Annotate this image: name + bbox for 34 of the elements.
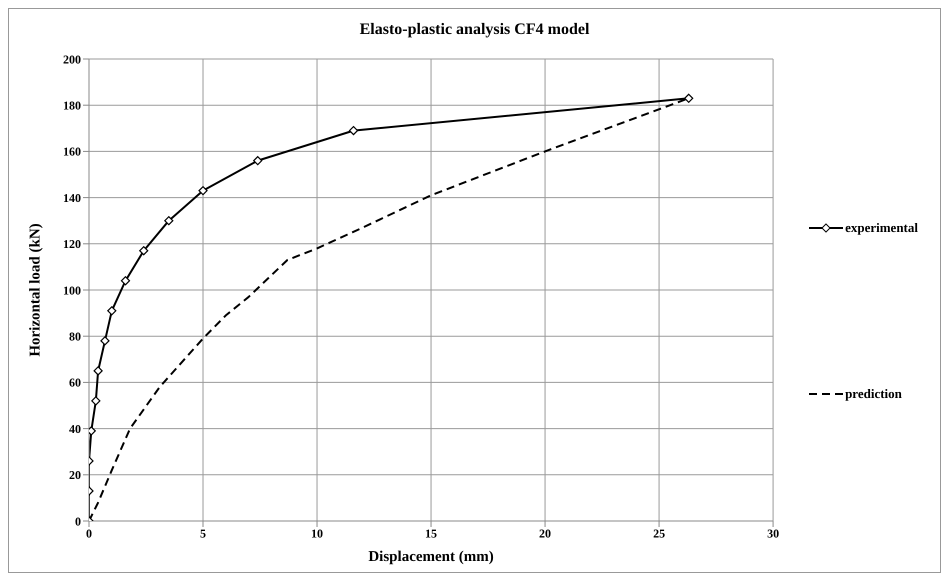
legend-label: prediction (845, 386, 902, 402)
point (198, 186, 208, 196)
y-tick-label: 160 (63, 144, 81, 159)
point (684, 94, 694, 103)
point (120, 276, 130, 286)
x-tick-label: 5 (200, 526, 206, 541)
x-tick-label: 10 (311, 526, 324, 541)
point (107, 306, 116, 316)
y-tick-label: 200 (63, 52, 81, 66)
y-tick-label: 0 (75, 514, 81, 528)
point (139, 246, 148, 256)
x-axis-title: Displacement (mm) (368, 549, 494, 565)
y-tick-label: 40 (69, 422, 81, 436)
point (100, 336, 110, 346)
y-tick-label: 60 (69, 376, 81, 390)
y-tick-label: 120 (63, 237, 81, 252)
point (91, 396, 100, 406)
x-tick-label: 25 (653, 526, 666, 541)
point (253, 156, 262, 166)
x-tick-label: 0 (86, 526, 92, 541)
point (94, 366, 103, 376)
y-tick-label: 80 (69, 329, 81, 344)
legend-label: experimental (845, 220, 918, 236)
x-tick-label: 15 (425, 526, 438, 541)
x-tick-label: 20 (539, 526, 552, 541)
y-tick-label: 180 (63, 98, 81, 112)
y-tick-label: 140 (63, 190, 81, 205)
chart-title: Elasto-plastic analysis CF4 model (358, 20, 590, 40)
x-tick-label: 30 (767, 526, 780, 541)
point (164, 216, 174, 226)
y-tick-label: 100 (63, 283, 81, 298)
point (348, 126, 358, 136)
y-tick-label: 20 (69, 468, 81, 482)
y-axis-title: Horizontal load (kN) (27, 223, 44, 357)
